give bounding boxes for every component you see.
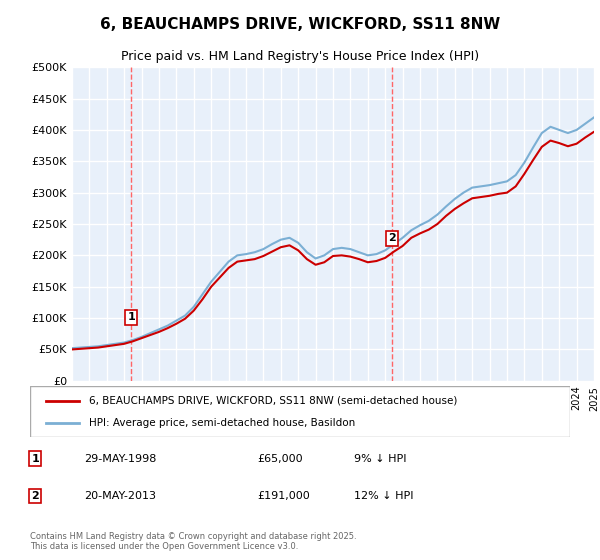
Text: 6, BEAUCHAMPS DRIVE, WICKFORD, SS11 8NW (semi-detached house): 6, BEAUCHAMPS DRIVE, WICKFORD, SS11 8NW …	[89, 395, 458, 405]
Text: Price paid vs. HM Land Registry's House Price Index (HPI): Price paid vs. HM Land Registry's House …	[121, 50, 479, 63]
Text: 2: 2	[32, 491, 39, 501]
Text: 9% ↓ HPI: 9% ↓ HPI	[354, 454, 407, 464]
Text: £65,000: £65,000	[257, 454, 302, 464]
Text: 1: 1	[32, 454, 39, 464]
Text: 29-MAY-1998: 29-MAY-1998	[84, 454, 157, 464]
Text: 2: 2	[388, 234, 395, 244]
Text: HPI: Average price, semi-detached house, Basildon: HPI: Average price, semi-detached house,…	[89, 418, 356, 428]
Text: 20-MAY-2013: 20-MAY-2013	[84, 491, 156, 501]
Text: Contains HM Land Registry data © Crown copyright and database right 2025.
This d: Contains HM Land Registry data © Crown c…	[30, 532, 356, 552]
Text: 6, BEAUCHAMPS DRIVE, WICKFORD, SS11 8NW: 6, BEAUCHAMPS DRIVE, WICKFORD, SS11 8NW	[100, 17, 500, 32]
Text: 1: 1	[127, 312, 135, 323]
Text: 12% ↓ HPI: 12% ↓ HPI	[354, 491, 413, 501]
Text: £191,000: £191,000	[257, 491, 310, 501]
FancyBboxPatch shape	[30, 386, 570, 437]
